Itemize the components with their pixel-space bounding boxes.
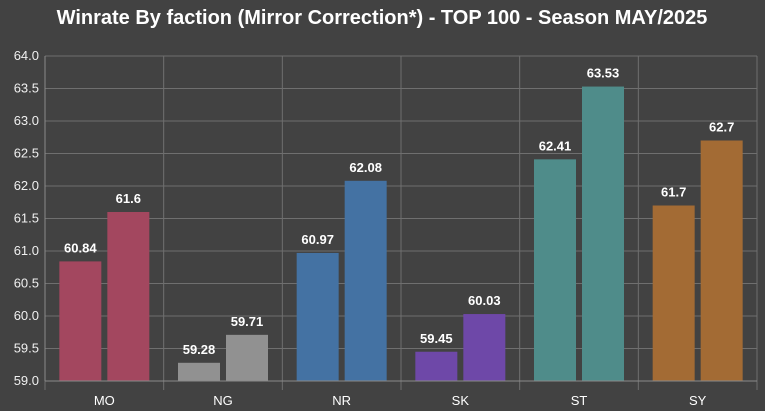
x-category-label: ST bbox=[571, 393, 588, 408]
grid bbox=[44, 55, 758, 390]
bar-st-2 bbox=[582, 86, 624, 382]
bar-ng-2 bbox=[226, 334, 268, 381]
data-label: 59.28 bbox=[183, 342, 216, 357]
bar-sk-1 bbox=[415, 351, 458, 381]
x-category-label: MO bbox=[94, 393, 115, 408]
bar-sy-2 bbox=[700, 140, 743, 381]
y-tick-label: 61.5 bbox=[14, 211, 39, 226]
bar-nr-1 bbox=[296, 252, 339, 381]
data-label: 59.45 bbox=[420, 331, 453, 346]
bar-mo-2 bbox=[107, 212, 150, 381]
y-tick-label: 59.0 bbox=[14, 373, 39, 388]
data-label: 60.03 bbox=[468, 293, 501, 308]
bar-mo-1 bbox=[59, 261, 102, 381]
y-tick-label: 62.0 bbox=[14, 178, 39, 193]
y-tick-label: 59.5 bbox=[14, 341, 39, 356]
y-tick-label: 60.0 bbox=[14, 308, 39, 323]
data-label: 62.7 bbox=[709, 120, 734, 135]
y-tick-label: 64.0 bbox=[14, 48, 39, 63]
data-label: 59.71 bbox=[231, 314, 264, 329]
bar-st-1 bbox=[534, 159, 576, 381]
data-label: 63.53 bbox=[587, 66, 620, 81]
x-category-label: SY bbox=[689, 393, 707, 408]
y-tick-label: 61.0 bbox=[14, 243, 39, 258]
bars bbox=[59, 86, 743, 382]
axes: 59.0 59.5 60.0 60.5 61.0 61.5 62.0 62.5 63.0 63.5… bbox=[14, 48, 757, 408]
y-tick-label: 60.5 bbox=[14, 276, 39, 291]
chart-title: Winrate By faction (Mirror Correction*) … bbox=[57, 7, 708, 29]
y-tick-label: 63.5 bbox=[14, 81, 39, 96]
x-category-label: NR bbox=[332, 393, 351, 408]
x-category-label: SK bbox=[452, 393, 470, 408]
data-label: 61.6 bbox=[116, 191, 141, 206]
data-labels: 60.84 61.6 59.28 59.71 60.97 62.08 59.45 60.03 6… bbox=[64, 66, 734, 357]
bar-nr-2 bbox=[344, 180, 387, 381]
x-category-label: NG bbox=[213, 393, 233, 408]
bar-sk-2 bbox=[463, 314, 506, 381]
bar-sy-1 bbox=[652, 205, 695, 381]
data-label: 60.97 bbox=[301, 232, 334, 247]
y-tick-label: 63.0 bbox=[14, 113, 39, 128]
data-label: 62.41 bbox=[539, 138, 572, 153]
bar-ng-1 bbox=[178, 362, 220, 381]
data-label: 60.84 bbox=[64, 240, 97, 255]
data-label: 61.7 bbox=[661, 185, 686, 200]
y-tick-label: 62.5 bbox=[14, 146, 39, 161]
data-label: 62.08 bbox=[349, 160, 382, 175]
